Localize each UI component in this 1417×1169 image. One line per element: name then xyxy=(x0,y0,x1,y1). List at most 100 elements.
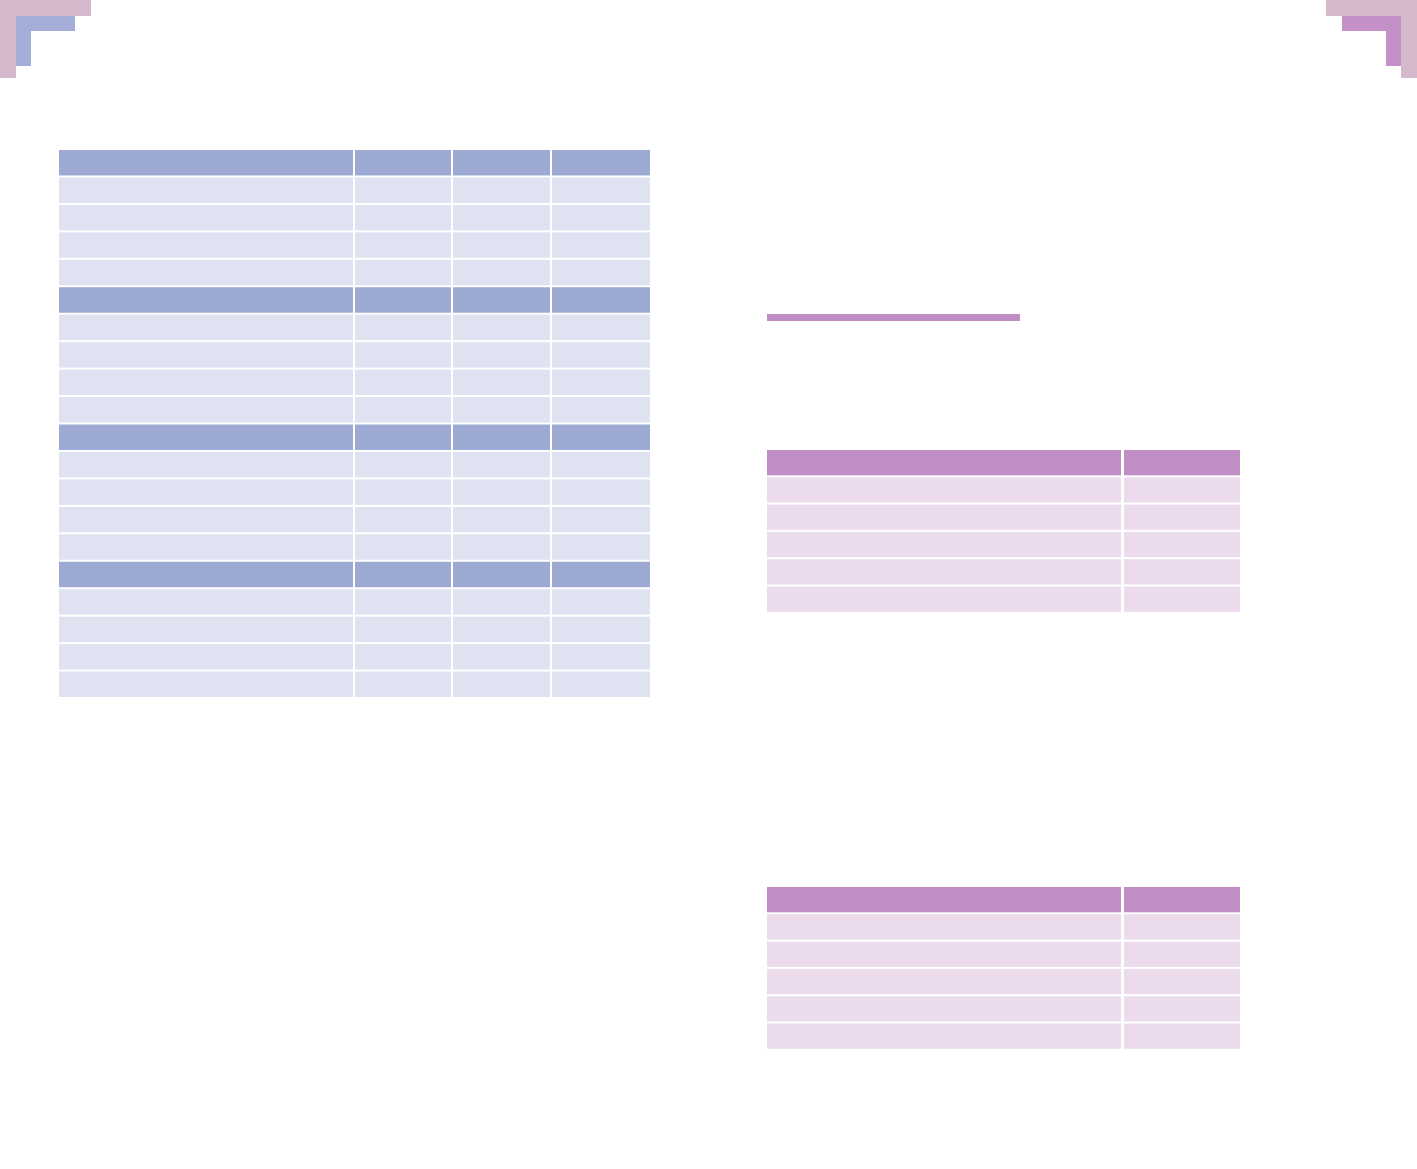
table-header-cell xyxy=(552,561,650,588)
table-cell xyxy=(1124,941,1240,967)
table-header-cell xyxy=(453,424,550,450)
table-cell xyxy=(1124,1023,1240,1049)
table-cell xyxy=(355,314,451,341)
tables xyxy=(59,150,1240,1049)
table-header-cell xyxy=(767,887,1121,913)
table-cell xyxy=(453,616,550,643)
table-header-cell xyxy=(552,287,650,313)
table-cell xyxy=(453,589,550,615)
corner-top-left xyxy=(0,0,91,78)
table-cell xyxy=(552,506,650,533)
table-cell xyxy=(355,534,451,560)
table-cell xyxy=(59,671,353,697)
table-cell xyxy=(59,342,353,368)
table-cell xyxy=(552,259,650,286)
table-header-cell xyxy=(59,150,353,176)
table-header-cell xyxy=(355,424,451,450)
table-cell xyxy=(59,232,353,258)
table-cell xyxy=(355,232,451,258)
table-cell xyxy=(552,314,650,341)
table-cell xyxy=(355,177,451,203)
table-cell xyxy=(355,204,451,231)
table-cell xyxy=(355,451,451,478)
table-cell xyxy=(453,232,550,258)
table-header-cell xyxy=(355,150,451,176)
table-cell xyxy=(355,369,451,396)
table-cell xyxy=(767,968,1121,995)
table-cell xyxy=(552,342,650,368)
table-header-cell xyxy=(59,561,353,588)
corner-top-right xyxy=(1326,0,1417,78)
table-cell xyxy=(59,259,353,286)
table-cell xyxy=(453,177,550,203)
table-cell xyxy=(767,914,1121,940)
table-cell xyxy=(453,314,550,341)
table-cell xyxy=(552,232,650,258)
table-header-cell xyxy=(453,150,550,176)
table-cell xyxy=(1124,968,1240,995)
table-cell xyxy=(355,342,451,368)
table-cell xyxy=(552,534,650,560)
table-cell xyxy=(453,671,550,697)
corner-bar xyxy=(1326,0,1417,16)
table-cell xyxy=(355,616,451,643)
table-cell xyxy=(1124,914,1240,940)
table-cell xyxy=(59,397,353,423)
table-cell xyxy=(767,559,1121,585)
table-cell xyxy=(552,369,650,396)
table-cell xyxy=(767,586,1121,612)
table-cell xyxy=(1124,586,1240,612)
table-header-cell xyxy=(453,287,550,313)
table-header-cell xyxy=(767,450,1121,476)
table-cell xyxy=(767,531,1121,558)
table-cell xyxy=(59,644,353,670)
table-header-cell xyxy=(552,424,650,450)
table-cell xyxy=(552,479,650,505)
table-cell xyxy=(59,369,353,396)
table-cell xyxy=(552,671,650,697)
table-header-cell xyxy=(59,424,353,450)
table-cell xyxy=(1124,559,1240,585)
table-cell xyxy=(355,589,451,615)
table-cell xyxy=(767,941,1121,967)
corner-bar xyxy=(16,16,31,66)
table-cell xyxy=(453,479,550,505)
table-cell xyxy=(59,451,353,478)
table-cell xyxy=(355,506,451,533)
table-header-cell xyxy=(1124,450,1240,476)
table-cell xyxy=(767,1023,1121,1049)
table-cell xyxy=(355,479,451,505)
table-cell xyxy=(59,534,353,560)
table-cell xyxy=(59,589,353,615)
table-cell xyxy=(59,314,353,341)
table-cell xyxy=(552,177,650,203)
corner-bar xyxy=(1386,16,1401,66)
table-cell xyxy=(552,644,650,670)
table-cell xyxy=(552,589,650,615)
table-cell xyxy=(1124,996,1240,1022)
table-cell xyxy=(59,204,353,231)
table-cell xyxy=(453,534,550,560)
table-cell xyxy=(59,506,353,533)
table-cell xyxy=(453,369,550,396)
table-cell xyxy=(355,671,451,697)
table-cell xyxy=(453,342,550,368)
table-cell xyxy=(767,996,1121,1022)
table-cell xyxy=(59,616,353,643)
table-cell xyxy=(453,451,550,478)
table-cell xyxy=(355,397,451,423)
table-cell xyxy=(552,616,650,643)
table-cell xyxy=(453,397,550,423)
table-header-cell xyxy=(552,150,650,176)
corner-bar xyxy=(0,0,16,78)
corner-bar xyxy=(1401,0,1417,78)
table-cell xyxy=(767,504,1121,530)
corner-bar xyxy=(0,0,91,16)
table-header-cell xyxy=(355,561,451,588)
table-cell xyxy=(767,477,1121,503)
table-header-cell xyxy=(453,561,550,588)
table-header-cell xyxy=(1124,887,1240,913)
section-rule xyxy=(767,314,1020,321)
table-cell xyxy=(453,204,550,231)
